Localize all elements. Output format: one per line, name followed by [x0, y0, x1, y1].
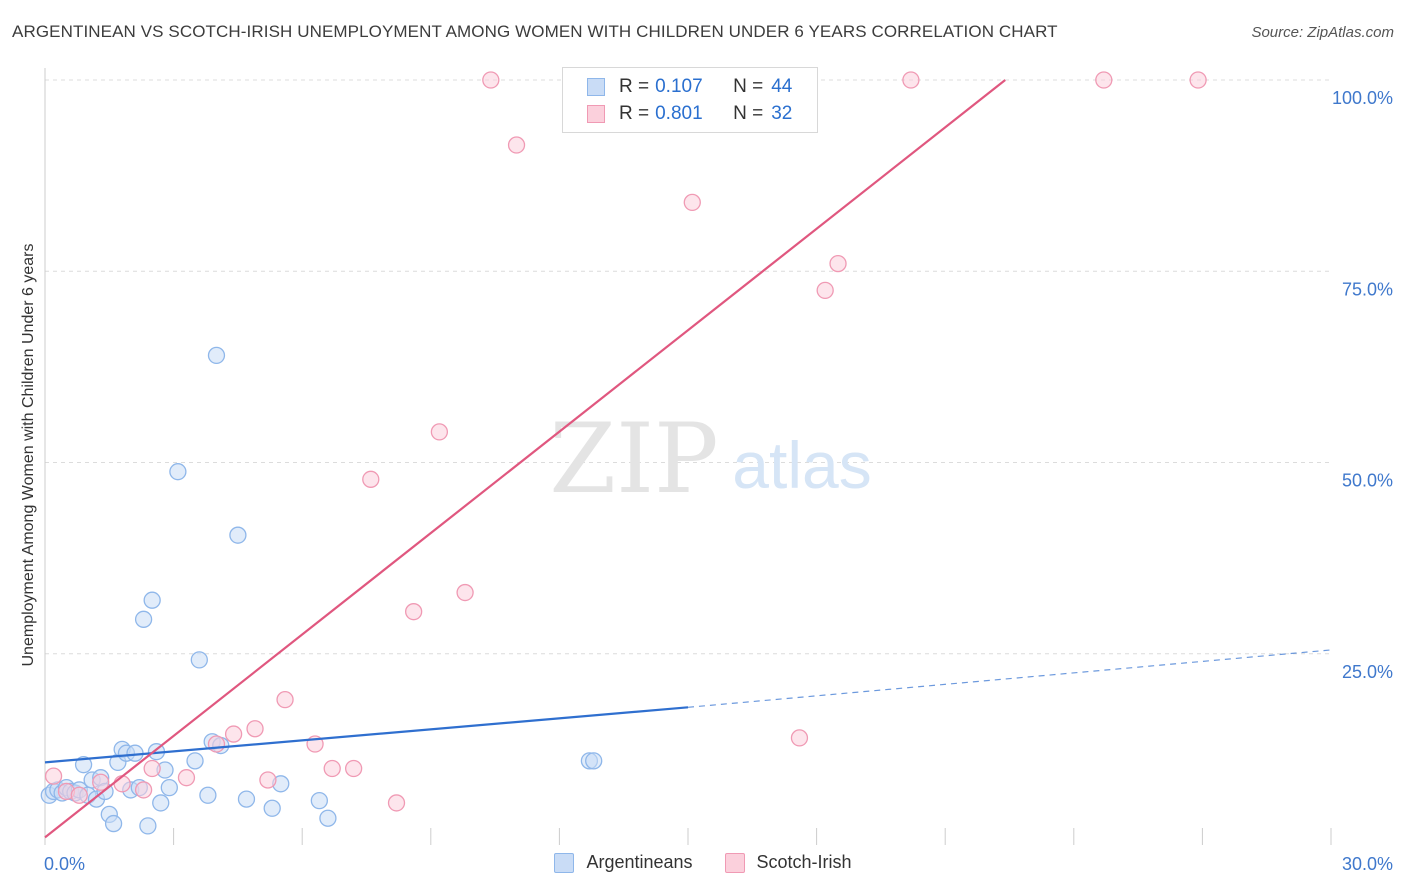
argentineans-point — [74, 756, 93, 774]
argentineans-point — [263, 799, 281, 817]
scotch-irish-point — [405, 603, 423, 621]
scotch-irish-point — [790, 729, 809, 747]
scotch-irish-point — [344, 759, 363, 778]
scotch-irish-point — [902, 71, 920, 89]
scotch-irish-point — [207, 735, 226, 753]
scotch-irish-point — [829, 254, 847, 273]
bottom-legend-label: Scotch-Irish — [756, 852, 852, 872]
y-tick-label: 50.0% — [1342, 471, 1393, 491]
bottom-legend-swatch-scotch-irish — [724, 852, 745, 873]
argentineans-point — [207, 346, 226, 365]
chart-title: ARGENTINEAN VS SCOTCH-IRISH UNEMPLOYMENT… — [12, 22, 1058, 41]
source-credit: Source: ZipAtlas.com — [1251, 24, 1394, 41]
scotch-irish-point — [816, 281, 834, 300]
legend-r-label: R = — [619, 103, 650, 124]
argentineans-trend-extension — [687, 649, 1332, 708]
series-argentineans — [40, 346, 603, 835]
argentineans-point — [237, 790, 256, 808]
bottom-legend-label: Argentineans — [586, 852, 693, 872]
trend-lines — [44, 79, 1332, 839]
bottom-legend-swatch-argentineans — [554, 852, 575, 873]
legend-swatch-argentineans — [587, 78, 605, 96]
x-tick-label: 30.0% — [1342, 854, 1393, 874]
bottom-legend: Argentineans Scotch-Irish — [0, 852, 1406, 873]
legend-r-value: 0.801 — [655, 103, 703, 124]
scotch-irish-point — [387, 794, 406, 812]
watermark-atlas: atlas — [732, 428, 871, 502]
y-axis-title: Unemployment Among Women with Children U… — [20, 243, 37, 667]
argentineans-point — [152, 794, 170, 812]
argentineans-point — [186, 752, 204, 770]
argentineans-point — [310, 791, 328, 810]
scotch-irish-point — [143, 759, 161, 778]
scotch-irish-point — [259, 771, 277, 789]
argentineans-point — [139, 817, 157, 835]
legend-r-value: 0.107 — [655, 76, 703, 97]
argentineans-point — [319, 809, 337, 827]
argentineans-point — [585, 752, 603, 770]
scotch-irish-point — [323, 759, 341, 778]
scotch-irish-point — [92, 773, 110, 791]
scotch-irish-point — [70, 786, 88, 804]
scotch-irish-point — [276, 691, 294, 709]
legend-row-scotch-irish: R = 0.801 N = 32 — [587, 101, 792, 127]
argentineans-point — [104, 814, 123, 833]
legend-row-argentineans: R = 0.107 N = 44 — [587, 74, 792, 100]
argentineans-point — [160, 778, 178, 797]
watermark: ZIP atlas — [549, 403, 871, 515]
scotch-irish-point — [1189, 71, 1207, 89]
legend-r-label: R = — [619, 76, 650, 97]
argentineans-point — [134, 610, 153, 628]
bottom-legend-argentineans: Argentineans — [554, 852, 693, 873]
argentineans-point — [199, 786, 217, 804]
argentineans-point — [143, 591, 161, 609]
scotch-irish-trend-line — [44, 79, 1006, 839]
scotch-irish-point — [683, 193, 701, 212]
legend-swatch-scotch-irish — [587, 105, 605, 123]
scotch-irish-point — [246, 720, 264, 738]
x-tick-label: 0.0% — [44, 854, 85, 874]
tick-labels: 25.0% 50.0% 75.0% 100.0% 0.0% 30.0% — [44, 88, 1393, 874]
legend: R = 0.107 N = 44 R = 0.801 N = 32 — [562, 67, 818, 133]
bottom-legend-scotch-irish: Scotch-Irish — [724, 852, 852, 873]
argentineans-point — [190, 651, 208, 669]
scotch-irish-point — [482, 71, 500, 89]
y-tick-label: 75.0% — [1342, 279, 1393, 299]
scotch-irish-point — [44, 767, 63, 785]
scotch-irish-point — [177, 769, 196, 787]
watermark-zip: ZIP — [549, 403, 718, 515]
scotch-irish-point — [134, 781, 153, 799]
scotch-irish-point — [507, 136, 526, 154]
scotch-irish-point — [113, 775, 131, 793]
legend-n-label: N = — [733, 103, 764, 124]
scotch-irish-point — [362, 470, 380, 488]
argentineans-point — [229, 526, 247, 544]
legend-n-value: 44 — [771, 76, 793, 97]
legend-n-value: 32 — [771, 103, 793, 124]
scotch-irish-point — [224, 725, 243, 743]
y-tick-label: 100.0% — [1332, 88, 1393, 108]
scotch-irish-point — [1095, 71, 1113, 89]
y-tick-label: 25.0% — [1342, 662, 1393, 682]
argentineans-point — [169, 463, 187, 481]
scotch-irish-point — [430, 423, 449, 441]
legend-n-label: N = — [733, 76, 764, 97]
scotch-irish-point — [456, 583, 474, 602]
